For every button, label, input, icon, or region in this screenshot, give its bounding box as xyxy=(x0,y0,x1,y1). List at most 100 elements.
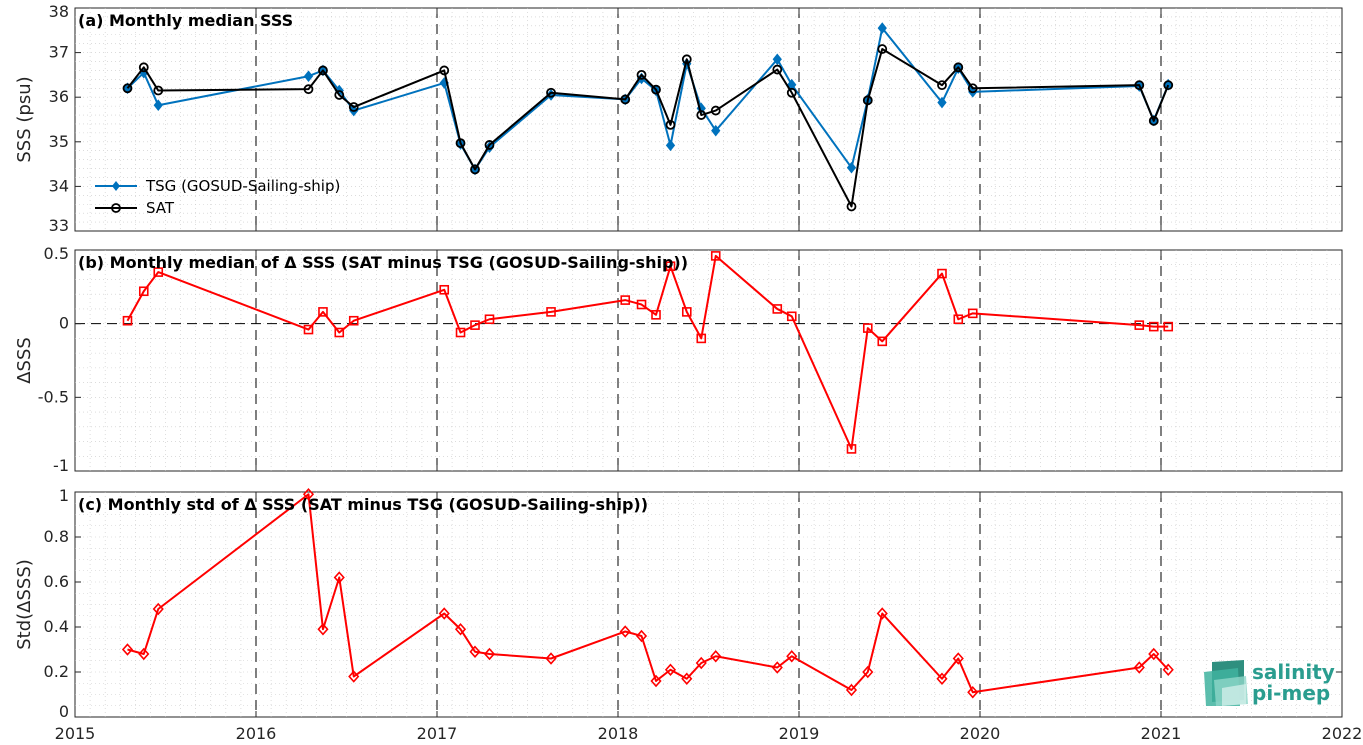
data-point xyxy=(681,672,693,685)
data-point xyxy=(546,87,556,98)
data-point xyxy=(636,70,647,80)
data-point xyxy=(710,105,721,116)
data-point xyxy=(470,320,480,330)
x-tick-label: 2017 xyxy=(417,724,458,743)
series-delta xyxy=(121,488,1174,699)
y-axis-label: Std(ΔSSS) xyxy=(14,559,35,650)
salinity-pi-mep-logo: salinity pi-mep xyxy=(1204,660,1335,706)
data-point xyxy=(772,304,783,314)
axis-ticks: -1 -0.5 0 0.5 xyxy=(38,244,1343,475)
y-tick-label: 0.2 xyxy=(44,662,69,681)
grid xyxy=(75,250,1342,471)
y-tick-label: 0 xyxy=(59,702,69,721)
data-point xyxy=(952,652,964,665)
data-point xyxy=(937,96,947,109)
data-point xyxy=(138,647,150,661)
data-point xyxy=(696,333,707,344)
series-delta xyxy=(122,251,1174,454)
data-point xyxy=(317,623,329,636)
data-point xyxy=(846,161,857,174)
data-point xyxy=(937,268,947,279)
data-point xyxy=(877,44,888,54)
legend-label: TSG (GOSUD-Sailing-ship) xyxy=(145,177,340,195)
data-point xyxy=(545,652,557,665)
data-point xyxy=(348,315,359,326)
data-point xyxy=(469,645,481,658)
data-point xyxy=(862,95,873,106)
x-tick-label: 2016 xyxy=(236,724,277,743)
data-point xyxy=(138,286,149,297)
data-point xyxy=(1162,663,1174,676)
data-point xyxy=(470,164,480,175)
data-point xyxy=(438,607,450,620)
y-tick-label: 35 xyxy=(49,132,69,151)
data-point xyxy=(546,307,556,317)
data-point xyxy=(967,83,978,94)
y-tick-label: 33 xyxy=(49,216,69,235)
data-point xyxy=(303,70,314,83)
panel-a-sss: 33 34 35 36 37 38 SSS (psu) (a) Monthly median … xyxy=(14,2,1343,235)
data-point xyxy=(845,683,858,697)
data-point xyxy=(862,665,874,679)
data-point xyxy=(876,607,888,620)
axis-ticks: 0 0.2 0.4 0.6 0.8 1 2015 2016 2017 2018 2019 2020 20… xyxy=(44,486,1363,743)
data-point xyxy=(696,110,707,120)
y-tick-label: 38 xyxy=(49,2,69,21)
data-point xyxy=(1148,647,1160,661)
y-tick-label: -1 xyxy=(53,456,69,475)
data-point xyxy=(1163,321,1174,332)
data-point xyxy=(636,299,647,310)
x-tick-label: 2018 xyxy=(598,724,639,743)
data-point xyxy=(772,64,783,75)
data-point xyxy=(619,625,631,638)
data-point xyxy=(454,623,467,636)
data-point xyxy=(122,83,133,94)
data-point xyxy=(953,62,964,73)
data-point xyxy=(138,62,149,73)
x-tick-label: 2021 xyxy=(1141,724,1182,743)
series-line xyxy=(126,27,1170,171)
series-sat xyxy=(122,44,1174,212)
x-tick-label: 2015 xyxy=(55,724,96,743)
panel-title: (a) Monthly median SSS xyxy=(78,11,293,30)
y-tick-label: 0.6 xyxy=(44,572,69,591)
data-point xyxy=(1163,80,1174,91)
data-point xyxy=(122,315,133,326)
data-point xyxy=(787,78,797,91)
data-point xyxy=(153,267,164,277)
panel-b-delta-sss: -1 -0.5 0 0.5 ΔSSS (b) Monthly median of Δ SS… xyxy=(14,244,1343,475)
data-point xyxy=(846,444,857,454)
panel-title: (b) Monthly median of Δ SSS (SAT minus T… xyxy=(78,253,688,272)
data-point xyxy=(439,65,450,76)
y-tick-label: 0.5 xyxy=(44,244,69,263)
legend-marker xyxy=(111,203,121,213)
data-point xyxy=(710,650,722,663)
data-point xyxy=(664,663,677,676)
y-tick-label: 37 xyxy=(49,43,69,62)
legend-marker xyxy=(112,181,120,191)
x-tick-label: 2020 xyxy=(960,724,1001,743)
grid xyxy=(75,492,1342,717)
data-point xyxy=(302,488,315,501)
data-point xyxy=(846,201,857,212)
data-point xyxy=(967,308,978,319)
data-point xyxy=(318,65,328,76)
data-point xyxy=(862,323,873,333)
axis-ticks: 33 34 35 36 37 38 xyxy=(49,2,1343,235)
data-point xyxy=(665,139,676,152)
data-point xyxy=(620,295,631,305)
data-point xyxy=(348,670,360,683)
data-point xyxy=(953,314,964,325)
data-point xyxy=(620,94,631,105)
logo-emblem-icon xyxy=(1204,660,1248,706)
legend-label: SAT xyxy=(146,199,175,217)
y-tick-label: 0.4 xyxy=(44,617,69,636)
data-point xyxy=(121,643,134,656)
data-point xyxy=(483,647,496,661)
data-point xyxy=(711,124,721,137)
data-point xyxy=(484,314,495,325)
data-point xyxy=(153,85,164,96)
x-tick-label: 2019 xyxy=(779,724,820,743)
data-point xyxy=(455,327,466,338)
